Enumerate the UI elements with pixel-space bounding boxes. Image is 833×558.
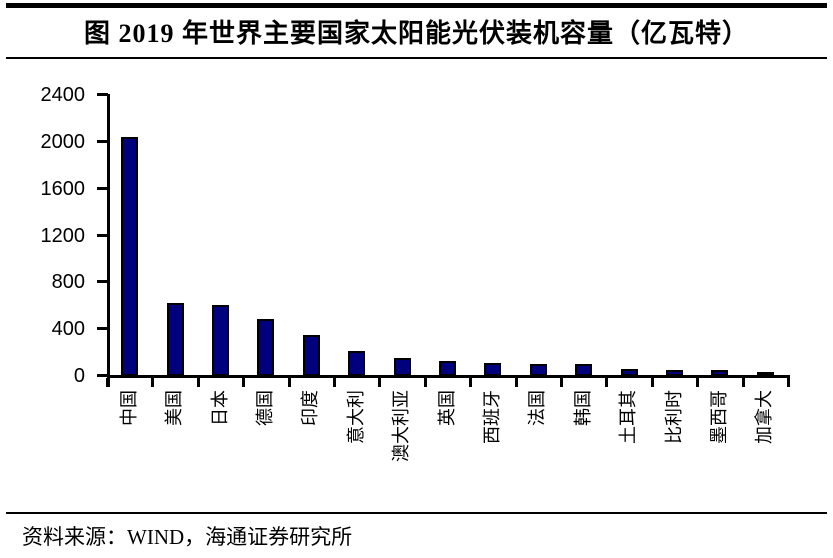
- x-axis-label-土耳其: 土耳其: [618, 390, 639, 444]
- y-axis-tick: [97, 327, 108, 331]
- y-axis-label: 2400: [40, 84, 86, 106]
- x-axis-line: [107, 375, 790, 378]
- x-axis-tick: [151, 378, 155, 387]
- y-axis-tick: [97, 280, 108, 284]
- x-axis-label-美国: 美国: [164, 390, 185, 426]
- bar-意大利: [348, 351, 365, 376]
- x-axis-tick: [514, 378, 518, 387]
- bar-西班牙: [484, 363, 501, 376]
- x-axis-tick: [242, 378, 246, 387]
- y-axis-label: 1600: [40, 177, 86, 200]
- bar-墨西哥: [711, 370, 728, 376]
- x-axis-label-加拿大: 加拿大: [754, 390, 775, 444]
- chart-title: 图 2019 年世界主要国家太阳能光伏装机容量（亿瓦特）: [83, 19, 749, 48]
- x-axis-label-墨西哥: 墨西哥: [709, 390, 730, 444]
- x-axis-tick: [378, 378, 382, 387]
- x-axis-label-西班牙: 西班牙: [482, 390, 503, 444]
- x-axis-tick: [605, 378, 609, 387]
- y-axis-tick: [97, 139, 108, 143]
- x-axis-tick: [696, 378, 700, 387]
- y-axis-tick: [97, 233, 108, 237]
- y-axis-tick: [97, 186, 108, 190]
- y-axis-label: 400: [51, 318, 85, 341]
- top-border-rule: [6, 3, 827, 8]
- x-axis-label-中国: 中国: [119, 390, 140, 426]
- y-axis-label: 0: [73, 365, 85, 387]
- bar-德国: [257, 319, 274, 376]
- x-axis-tick: [560, 378, 563, 387]
- bar-比利时: [666, 370, 683, 376]
- x-axis-tick: [196, 378, 200, 387]
- x-axis-tick: [741, 378, 745, 387]
- bar-法国: [530, 364, 547, 376]
- bar-英国: [439, 361, 456, 376]
- bar-澳大利亚: [394, 358, 411, 376]
- x-axis-label-澳大利亚: 澳大利亚: [391, 390, 412, 462]
- bar-印度: [303, 335, 320, 376]
- x-axis-label-比利时: 比利时: [664, 390, 685, 444]
- x-axis-tick: [787, 378, 790, 387]
- bar-加拿大: [757, 372, 774, 376]
- y-axis-line: [107, 94, 110, 387]
- y-axis-label: 2000: [40, 130, 86, 153]
- bar-韩国: [575, 364, 592, 376]
- bar-土耳其: [621, 369, 638, 376]
- y-axis-tick: [97, 374, 108, 377]
- y-axis-label: 1200: [40, 224, 86, 247]
- x-axis-label-法国: 法国: [527, 390, 548, 426]
- x-axis-label-日本: 日本: [210, 390, 231, 426]
- bar-中国: [121, 137, 138, 376]
- bar-美国: [167, 303, 184, 376]
- x-axis-tick: [106, 378, 109, 387]
- x-axis-tick: [333, 378, 336, 387]
- y-axis-tick: [97, 93, 108, 96]
- x-axis-label-印度: 印度: [300, 390, 321, 426]
- x-axis-label-意大利: 意大利: [346, 390, 367, 444]
- bar-chart: 0 400 800 1200 1600 2000 2400 中国 美国 日本 德国 印度 意大利 澳大利亚…: [40, 84, 790, 462]
- x-axis-label-德国: 德国: [255, 390, 276, 426]
- x-axis-label-英国: 英国: [437, 390, 458, 426]
- x-axis-tick: [423, 378, 427, 387]
- x-axis-tick: [469, 378, 473, 387]
- x-axis-tick: [287, 378, 291, 387]
- y-axis-label: 800: [51, 271, 85, 294]
- x-axis-label-韩国: 韩国: [573, 390, 594, 426]
- footer-divider-rule: [6, 512, 827, 514]
- data-source-note: 资料来源：WIND，海通证券研究所: [22, 525, 353, 549]
- x-axis-tick: [650, 378, 654, 387]
- bar-日本: [212, 305, 229, 376]
- title-divider-rule: [6, 57, 827, 59]
